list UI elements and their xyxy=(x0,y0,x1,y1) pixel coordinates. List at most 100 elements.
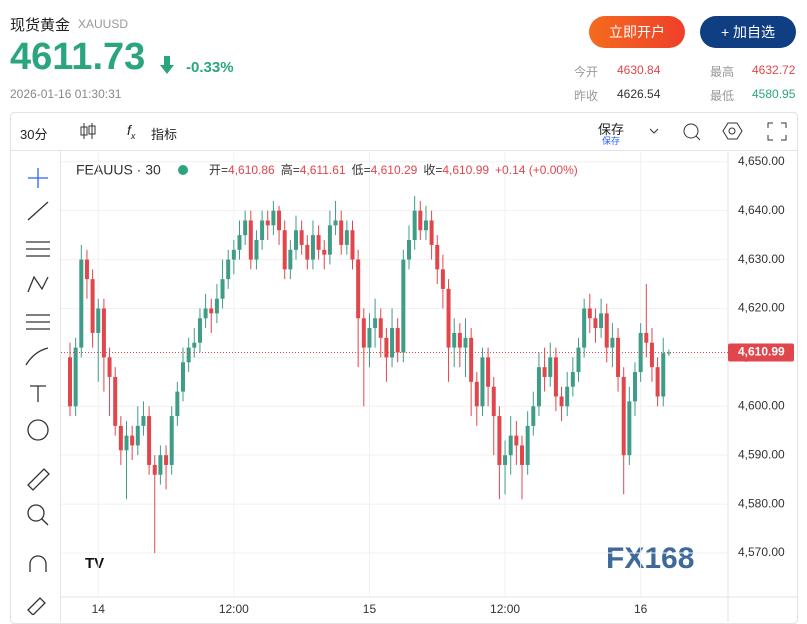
candle-body xyxy=(491,386,496,417)
candle-body xyxy=(260,220,265,241)
candle-body xyxy=(384,337,389,358)
candle-body xyxy=(610,337,615,348)
title: 现货黄金 xyxy=(10,17,71,34)
legend-label: 开= xyxy=(209,163,228,177)
save[interactable]: 保存 xyxy=(598,122,625,137)
candle-body xyxy=(661,353,666,397)
add-watch-button[interactable]: + 加自选 xyxy=(700,16,796,48)
candle-body xyxy=(627,401,632,456)
candle-body xyxy=(429,220,434,245)
candle-body xyxy=(565,386,570,407)
candle-body xyxy=(73,347,78,407)
candle-body xyxy=(209,308,214,314)
legend-value: 4,610.86 xyxy=(228,163,275,177)
stat-value: 4632.72 xyxy=(752,63,796,77)
candle-body xyxy=(90,279,95,333)
candle-body xyxy=(164,455,169,465)
candle-body xyxy=(68,357,72,407)
legend-value: 4,610.99 xyxy=(442,163,489,177)
legend-label: 高= xyxy=(281,162,300,177)
candle-body xyxy=(418,210,423,231)
candle-body xyxy=(503,455,508,465)
stat-value: 4580.95 xyxy=(752,87,796,101)
candle-body xyxy=(152,464,157,475)
legend-value: 4,610.29 xyxy=(371,163,418,177)
candle-body xyxy=(294,230,298,250)
candle-body xyxy=(327,225,332,255)
y-tick-label: 4,580.00 xyxy=(738,496,785,510)
candle-body xyxy=(514,435,519,446)
candle-body xyxy=(367,328,372,348)
legend-value: +0.14 (+0.00%) xyxy=(495,163,578,177)
candle-body xyxy=(282,230,287,270)
change: -0.33% xyxy=(186,59,234,76)
candle-body xyxy=(231,249,236,260)
candle-body xyxy=(79,259,84,348)
candle-body xyxy=(305,244,310,260)
candle-body xyxy=(344,230,349,245)
candle-body xyxy=(339,220,344,245)
status-dot xyxy=(178,165,188,175)
fx-icon[interactable]: fx xyxy=(127,122,136,141)
candle-body xyxy=(457,332,462,348)
candle-body xyxy=(666,352,671,354)
indicators[interactable]: 指标 xyxy=(151,127,178,142)
candle-body xyxy=(333,220,338,226)
candle-body xyxy=(401,259,406,353)
candle-body xyxy=(599,313,604,329)
candle-body xyxy=(158,455,163,475)
last-price-label: 4,610.99 xyxy=(738,345,785,359)
candle-body xyxy=(480,357,485,407)
candle-body xyxy=(147,416,152,465)
candle-body xyxy=(390,328,395,358)
candle-body xyxy=(214,298,219,314)
y-tick-label: 4,570.00 xyxy=(738,545,785,559)
candle-body xyxy=(356,259,361,319)
stat-label: 最低 xyxy=(710,89,735,103)
candle-body xyxy=(322,249,327,255)
x-tick-label: 16 xyxy=(634,602,648,616)
candle-body xyxy=(525,425,530,465)
price: 4611.73 xyxy=(10,36,146,78)
candle-body xyxy=(181,362,185,392)
candle-body xyxy=(407,240,411,260)
open-account-button[interactable]: 立即开户 xyxy=(589,16,685,48)
y-tick-label: 4,620.00 xyxy=(738,301,785,315)
candle-body xyxy=(271,210,276,226)
candle-body xyxy=(310,235,315,260)
candles xyxy=(68,196,671,553)
candle-body xyxy=(203,308,208,319)
chart-title: FEAUUS · 30 xyxy=(76,162,161,178)
x-tick-label: 12:00 xyxy=(490,602,520,616)
interval[interactable]: 30分 xyxy=(20,127,48,142)
candle-body xyxy=(186,347,191,363)
candle-body xyxy=(576,347,581,373)
candle-body xyxy=(373,318,378,329)
candle-body xyxy=(248,220,253,260)
candle-body xyxy=(649,342,654,368)
stat-label: 最高 xyxy=(710,65,735,79)
candle-body xyxy=(118,425,123,451)
candle-body xyxy=(531,406,536,426)
candle-body xyxy=(378,318,383,338)
candle-body xyxy=(570,372,575,387)
candle-body xyxy=(469,337,474,382)
candle-body xyxy=(316,235,321,250)
candle-body xyxy=(474,381,479,407)
y-tick-label: 4,640.00 xyxy=(738,203,785,217)
candle-body xyxy=(604,313,609,348)
candle-body xyxy=(220,279,225,299)
candle-body xyxy=(197,318,202,343)
candle-body xyxy=(655,367,660,397)
x-tick-label: 14 xyxy=(92,602,106,616)
candle-body xyxy=(587,308,592,319)
tv-logo: TV xyxy=(85,555,104,572)
candle-body xyxy=(621,376,626,456)
time: 2026-01-16 01:30:31 xyxy=(10,87,122,101)
candle-icon[interactable] xyxy=(78,120,98,142)
candle-body xyxy=(486,357,491,387)
candle-body xyxy=(254,240,259,260)
candle-body xyxy=(124,435,129,451)
